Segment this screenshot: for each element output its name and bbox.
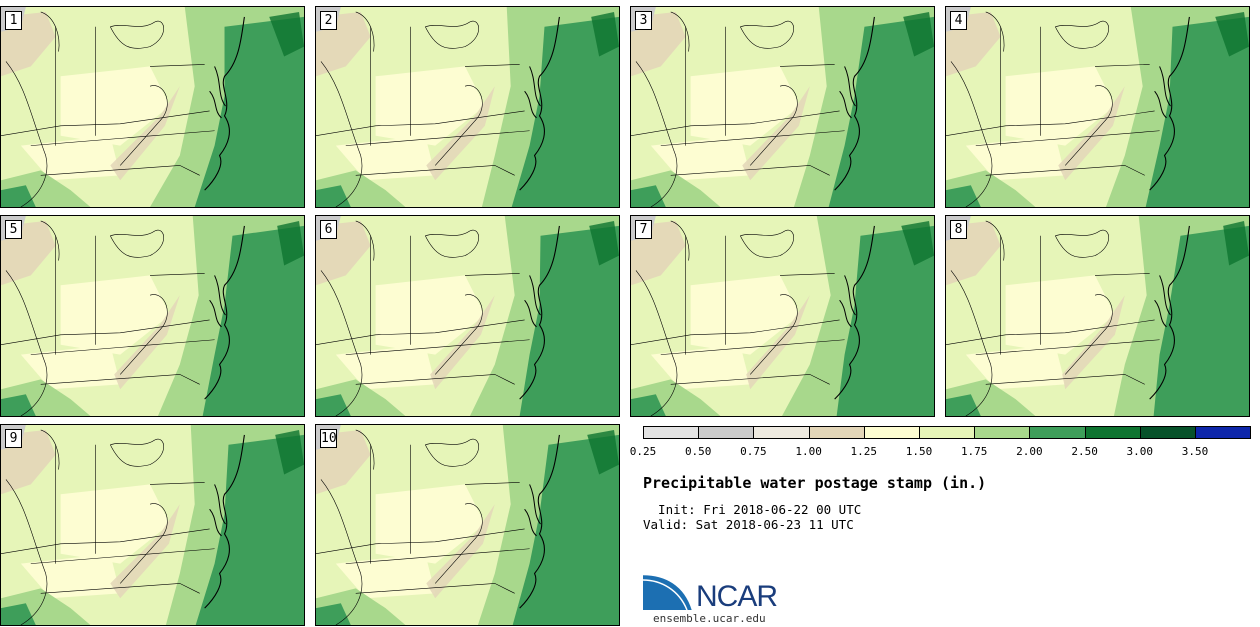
map-panel: 4 — [945, 6, 1250, 208]
colorbar-swatch — [753, 426, 810, 439]
colorbar-swatch — [1084, 426, 1141, 439]
valid-time: Valid: Sat 2018-06-23 11 UTC — [643, 517, 854, 532]
colorbar-tick-label: 3.00 — [1126, 445, 1154, 458]
panel-number: 8 — [950, 220, 967, 239]
panel-number: 9 — [5, 429, 22, 448]
colorbar-tick-label: 3.50 — [1181, 445, 1209, 458]
map-panel: 3 — [630, 6, 935, 208]
colorbar-tick-label: 2.00 — [1016, 445, 1043, 458]
panel-number: 3 — [635, 11, 652, 30]
logo-url: ensemble.ucar.edu — [653, 612, 766, 625]
ncar-logo-text: NCAR — [696, 580, 778, 613]
colorbar-swatch — [698, 426, 755, 439]
colorbar-swatch — [974, 426, 1031, 439]
map-title: Precipitable water postage stamp (in.) — [643, 474, 987, 492]
map-panel: 2 — [315, 6, 620, 208]
panel-number: 2 — [320, 11, 337, 30]
map-panel: 1 — [0, 6, 305, 208]
map-panel: 9 — [0, 424, 305, 626]
colorbar-tick-label: 1.25 — [850, 445, 878, 458]
panel-number: 7 — [635, 220, 652, 239]
ncar-logo — [643, 572, 695, 611]
colorbar-tick-label: 2.50 — [1071, 445, 1098, 458]
panel-number: 1 — [5, 11, 22, 30]
colorbar-tick-label: 0.75 — [740, 445, 767, 458]
colorbar-tick-label: 0.25 — [629, 445, 657, 458]
colorbar-swatch — [808, 426, 865, 439]
colorbar-swatch — [1195, 426, 1252, 439]
colorbar-swatch — [643, 426, 700, 439]
panel-number: 5 — [5, 220, 22, 239]
map-panel: 6 — [315, 215, 620, 417]
map-panel: 7 — [630, 215, 935, 417]
panel-number: 4 — [950, 11, 967, 30]
colorbar-swatch — [919, 426, 976, 439]
colorbar-tick-label: 1.50 — [905, 445, 933, 458]
panel-number: 10 — [320, 429, 337, 448]
map-panel: 8 — [945, 215, 1250, 417]
map-panel: 5 — [0, 215, 305, 417]
colorbar-swatch — [1029, 426, 1086, 439]
colorbar-tick-label: 0.50 — [684, 445, 712, 458]
init-time: Init: Fri 2018-06-22 00 UTC — [643, 502, 862, 517]
colorbar-swatch — [863, 426, 920, 439]
panel-number: 6 — [320, 220, 337, 239]
colorbar-tick-label: 1.00 — [795, 445, 822, 458]
map-panel: 10 — [315, 424, 620, 626]
colorbar-swatch — [1139, 426, 1196, 439]
colorbar-tick-label: 1.75 — [960, 445, 988, 458]
